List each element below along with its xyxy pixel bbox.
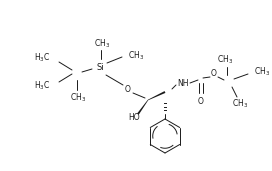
Text: O: O (198, 96, 204, 106)
Text: Si: Si (96, 63, 104, 73)
Text: CH$_3$: CH$_3$ (217, 54, 233, 66)
Text: CH$_3$: CH$_3$ (232, 98, 248, 110)
Text: CH$_3$: CH$_3$ (94, 38, 110, 50)
Text: H$_3$C: H$_3$C (34, 52, 50, 64)
Text: CH$_3$: CH$_3$ (254, 66, 270, 78)
Text: O: O (125, 86, 131, 95)
Polygon shape (137, 100, 148, 115)
Text: CH$_3$: CH$_3$ (70, 92, 86, 104)
Text: HO: HO (128, 114, 140, 122)
Text: O: O (211, 69, 217, 78)
Polygon shape (148, 91, 165, 100)
Text: NH: NH (177, 80, 189, 89)
Text: CH$_3$: CH$_3$ (128, 50, 144, 62)
Text: H$_3$C: H$_3$C (34, 80, 50, 92)
